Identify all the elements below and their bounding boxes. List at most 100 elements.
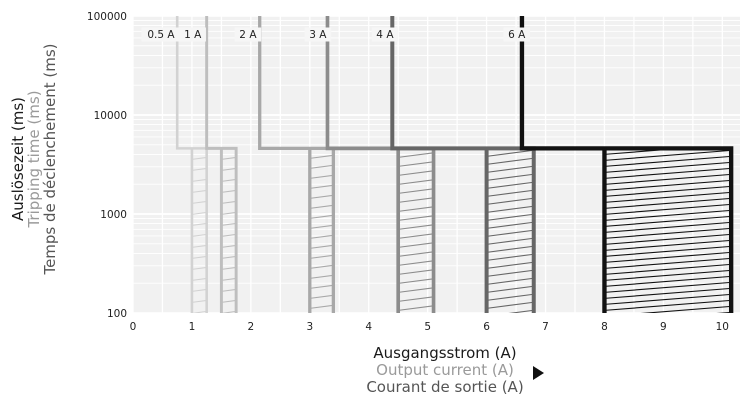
- x-axis-label-de: Ausgangsstrom (A): [373, 344, 517, 362]
- hatch-line: [221, 178, 237, 182]
- hatch-line: [191, 255, 207, 259]
- hatch-line: [604, 149, 732, 161]
- hatch-line: [398, 315, 433, 320]
- y-axis-title: Auslösezeit (ms) Tripping time (ms) Temp…: [5, 34, 63, 284]
- plot-area: [133, 16, 740, 313]
- hatch-line: [398, 251, 434, 257]
- hatch-line: [604, 173, 732, 185]
- hatch-group: [486, 148, 534, 313]
- hatch-line: [221, 299, 237, 303]
- hatch-line: [604, 281, 732, 293]
- hatch-line: [486, 157, 534, 165]
- hatch-line: [191, 233, 207, 237]
- x-axis-arrow-icon: [533, 366, 544, 380]
- hatch-line: [486, 181, 534, 189]
- series-curve: [258, 16, 336, 313]
- hatch-line: [604, 318, 731, 328]
- hatch-line: [604, 324, 731, 334]
- hatch-line: [486, 285, 534, 293]
- hatch-line: [221, 156, 237, 160]
- hatch-line: [486, 205, 534, 213]
- series-label: 6 A: [508, 29, 526, 41]
- hatch-line: [604, 299, 732, 311]
- hatch-line: [398, 278, 434, 284]
- hatch-line: [604, 155, 732, 167]
- series-curve: [390, 16, 536, 313]
- hatch-line: [221, 288, 237, 292]
- hatch-line: [486, 245, 534, 253]
- hatch-line: [398, 206, 434, 212]
- hatch-line: [486, 189, 534, 197]
- hatch-line: [398, 170, 434, 176]
- x-tick-label: 9: [660, 321, 667, 333]
- hatch-layer: [191, 148, 732, 334]
- y-axis-label-de: Auslösezeit (ms): [9, 96, 27, 222]
- x-tick-label: 7: [542, 321, 549, 333]
- series-curve: [325, 16, 436, 313]
- hatch-line: [221, 244, 237, 248]
- hatch-line: [604, 191, 732, 203]
- hatch-line: [309, 244, 334, 249]
- hatch-group: [398, 148, 434, 320]
- x-tick-label: 5: [424, 321, 431, 333]
- hatch-line: [221, 189, 237, 193]
- x-tick-label: 1: [189, 321, 196, 333]
- hatch-line: [604, 161, 732, 173]
- hatch-line: [486, 293, 534, 301]
- hatch-line: [310, 315, 334, 318]
- x-tick-label: 4: [365, 321, 372, 333]
- x-axis-label-en: Output current (A): [376, 361, 514, 379]
- hatch-line: [309, 294, 334, 299]
- hatch-line: [604, 251, 732, 263]
- hatch-line: [486, 301, 534, 309]
- hatch-line: [398, 269, 434, 275]
- hatch-group: [604, 148, 732, 334]
- hatch-line: [398, 161, 434, 167]
- hatch-line: [221, 211, 237, 215]
- hatch-line: [604, 287, 732, 299]
- hatch-line: [309, 154, 334, 159]
- hatch-line: [398, 305, 434, 311]
- x-tick-label: 3: [306, 321, 313, 333]
- hatch-line: [486, 213, 534, 221]
- x-axis-label-fr: Courant de sortie (A): [366, 378, 524, 396]
- grid-layer: [132, 15, 740, 314]
- hatch-line: [221, 266, 237, 270]
- hatch-line: [221, 255, 237, 259]
- hatch-line: [221, 167, 237, 171]
- hatch-line: [716, 311, 732, 313]
- hatch-line: [486, 237, 534, 245]
- hatch-line: [398, 233, 434, 239]
- series-label: 2 A: [239, 29, 257, 41]
- series-label-layer: 0.5 A 1 A 2 A 3 A 4 A 6 A: [141, 27, 531, 42]
- hatch-line: [486, 221, 534, 229]
- hatch-line: [604, 233, 732, 245]
- hatch-line: [191, 288, 207, 292]
- series-curve: [519, 16, 734, 313]
- hatch-line: [191, 200, 207, 204]
- hatch-line: [604, 209, 732, 221]
- hatch-line: [221, 233, 237, 237]
- series-label-bg: [179, 27, 206, 42]
- hatch-line: [604, 293, 732, 305]
- tick-label-layer: 0 1 2 3 4 5 6 7 8 9 10 100 1000 10000 100000: [87, 11, 729, 333]
- hatch-line: [191, 266, 207, 270]
- series-label: 0.5 A: [147, 29, 175, 41]
- hatch-line: [191, 189, 207, 193]
- hatch-line: [309, 184, 334, 189]
- y-tick-label: 100: [107, 308, 127, 320]
- hatch-line: [221, 200, 237, 204]
- hatch-line: [309, 234, 334, 239]
- hatch-line: [191, 178, 207, 182]
- hatch-line: [486, 149, 534, 157]
- hatch-line: [486, 261, 534, 269]
- hatch-line: [191, 277, 207, 281]
- series-label-bg: [371, 27, 399, 42]
- y-axis-label-en: Tripping time (ms): [25, 90, 43, 228]
- x-tick-label: 10: [716, 321, 729, 333]
- series-label: 4 A: [376, 29, 394, 41]
- hatch-line: [398, 287, 434, 293]
- hatch-line: [309, 274, 334, 279]
- y-tick-label: 1000: [100, 209, 127, 221]
